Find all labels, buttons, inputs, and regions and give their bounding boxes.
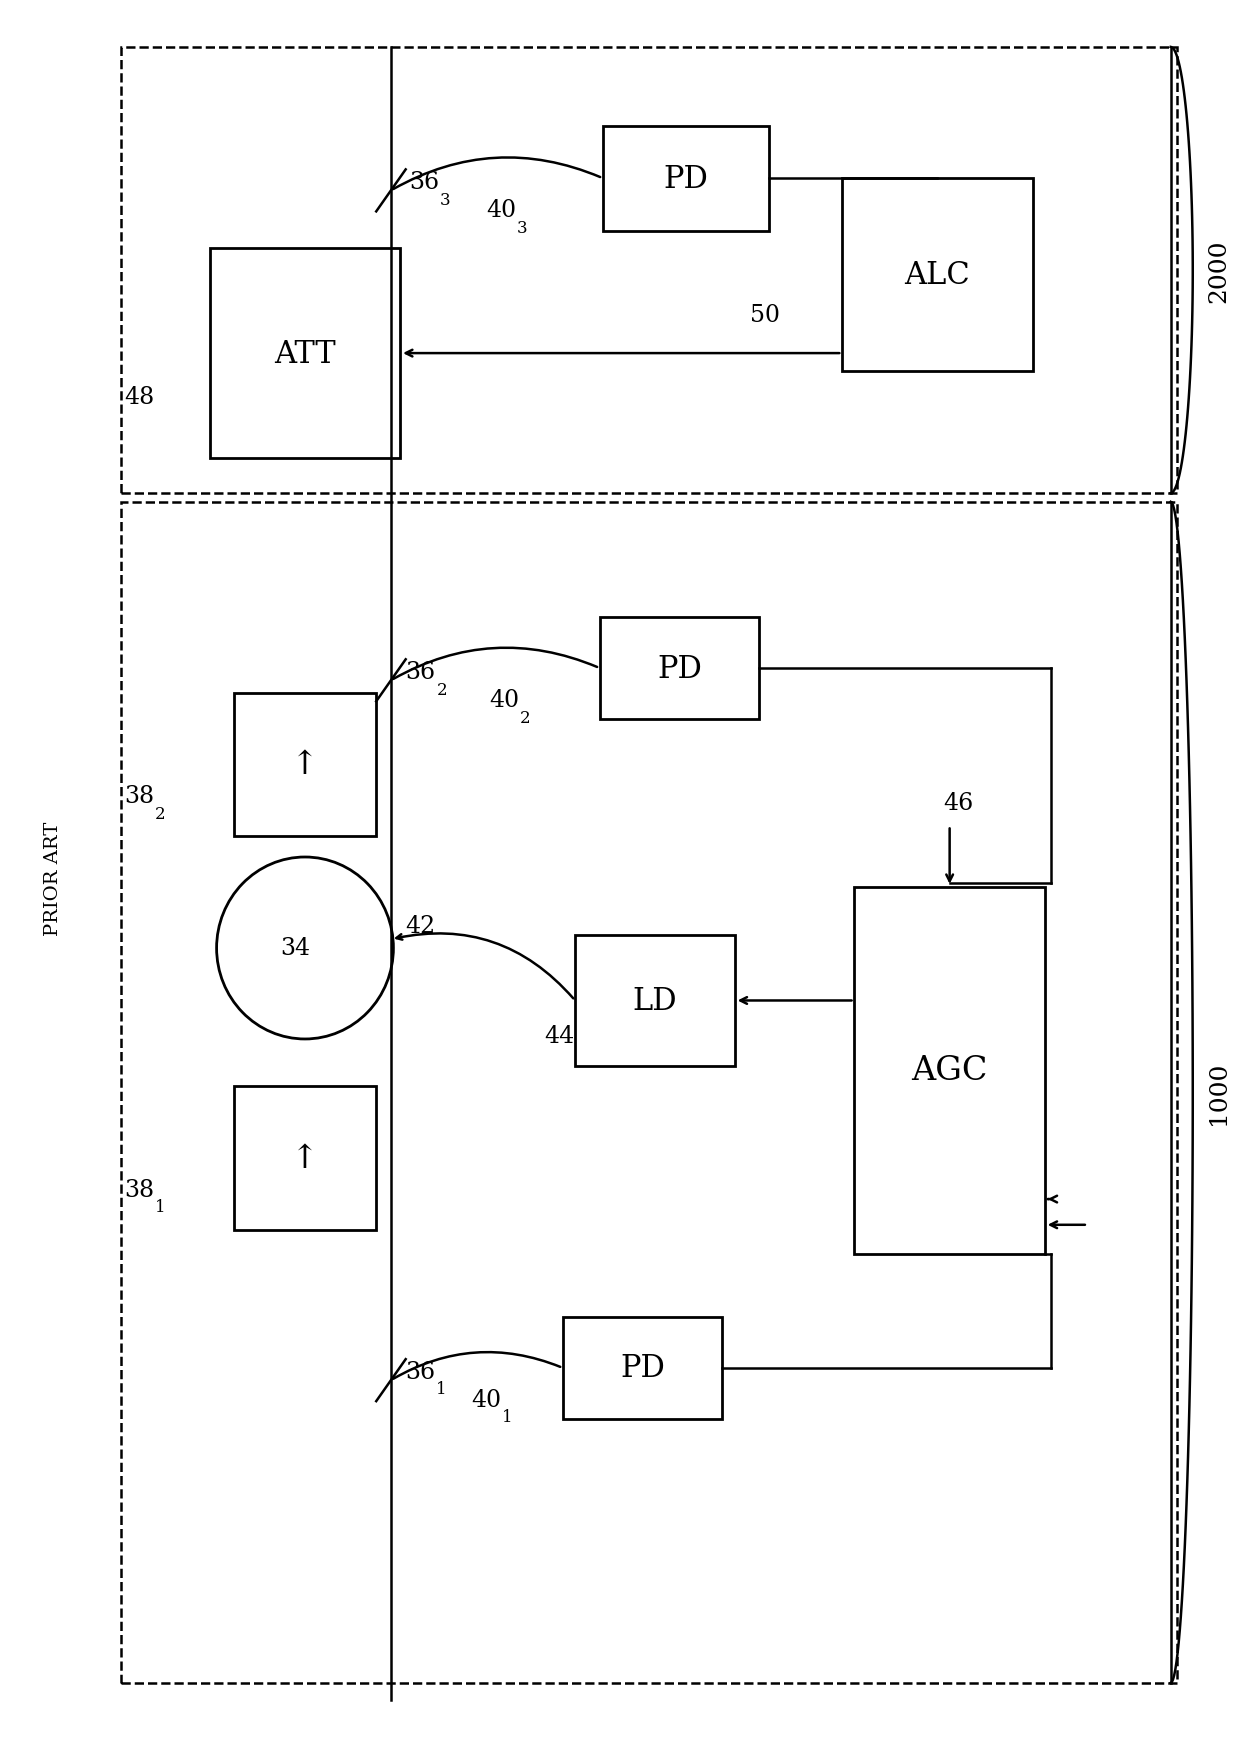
Text: PD: PD xyxy=(663,163,708,195)
Bar xyxy=(600,618,759,719)
Text: PRIOR ART: PRIOR ART xyxy=(45,821,62,936)
Text: AGC: AGC xyxy=(911,1054,988,1088)
Text: 3: 3 xyxy=(517,220,527,237)
Text: 1: 1 xyxy=(155,1198,166,1216)
Text: 2000: 2000 xyxy=(1208,239,1230,302)
Text: 38: 38 xyxy=(124,1179,155,1202)
Bar xyxy=(120,47,1177,494)
Text: 42: 42 xyxy=(405,914,436,936)
Bar xyxy=(563,1318,723,1420)
Text: 1: 1 xyxy=(436,1381,446,1397)
Bar xyxy=(234,1086,376,1230)
Bar xyxy=(210,249,401,459)
Text: 36: 36 xyxy=(405,661,435,683)
Text: 2: 2 xyxy=(520,710,531,726)
Text: 40: 40 xyxy=(490,689,520,712)
Text: 36: 36 xyxy=(409,170,439,193)
Text: 40: 40 xyxy=(486,199,516,221)
Bar xyxy=(120,503,1177,1683)
Text: 1: 1 xyxy=(501,1409,512,1425)
Text: 34: 34 xyxy=(280,936,310,959)
Text: 48: 48 xyxy=(124,387,155,409)
Text: ATT: ATT xyxy=(274,339,336,369)
Text: 36: 36 xyxy=(405,1360,435,1383)
Text: 44: 44 xyxy=(544,1024,574,1047)
Text: ↑: ↑ xyxy=(291,1142,319,1174)
Bar xyxy=(575,935,735,1066)
Text: 1000: 1000 xyxy=(1208,1061,1230,1124)
Text: 38: 38 xyxy=(124,785,155,808)
Bar xyxy=(842,179,1033,371)
Bar xyxy=(603,127,769,232)
Text: 46: 46 xyxy=(944,792,973,815)
Text: 2: 2 xyxy=(436,682,446,698)
Bar xyxy=(854,887,1045,1254)
Text: PD: PD xyxy=(657,654,702,683)
Text: ↑: ↑ xyxy=(291,748,319,780)
Text: 50: 50 xyxy=(750,304,780,327)
Text: 2: 2 xyxy=(155,805,166,822)
Text: 3: 3 xyxy=(440,192,450,209)
Bar xyxy=(234,694,376,836)
Text: ALC: ALC xyxy=(904,260,970,290)
Text: 40: 40 xyxy=(471,1388,501,1411)
Text: PD: PD xyxy=(620,1353,665,1383)
Ellipse shape xyxy=(217,857,393,1040)
Text: LD: LD xyxy=(632,986,677,1016)
